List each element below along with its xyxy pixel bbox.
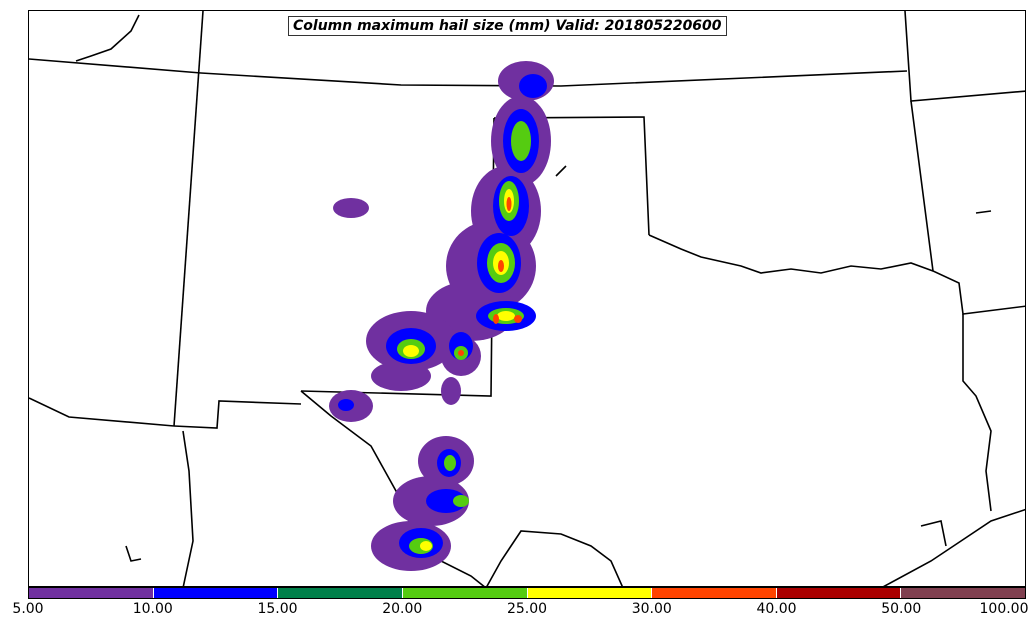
boundary-red-river <box>648 234 934 274</box>
map-panel <box>28 10 1026 587</box>
colorbar-segment <box>153 588 279 598</box>
hail-band-30mm <box>458 197 522 356</box>
coast-detail-4 <box>125 545 142 562</box>
map-title: Column maximum hail size (mm) Valid: 201… <box>288 16 727 36</box>
colorbar-segment <box>901 588 1025 598</box>
boundary-mexico <box>182 430 194 586</box>
boundary-arkansas <box>910 100 1025 315</box>
colorbar-segment <box>278 588 403 598</box>
colorbar-tick-label: 5.00 <box>12 601 44 617</box>
colorbar-tick-label: 50.00 <box>881 601 922 617</box>
colorbar-tick-label: 10.00 <box>132 601 173 617</box>
boundary-arizona <box>29 397 175 427</box>
colorbar-segment <box>652 588 777 598</box>
colorbar-segment <box>776 588 902 598</box>
map-canvas <box>29 11 1025 586</box>
colorbar <box>28 587 1026 599</box>
colorbar-tick-label: 15.00 <box>257 601 298 617</box>
boundary-kansas-nebraska <box>29 58 908 87</box>
colorbar-segment <box>527 588 653 598</box>
colorbar-tick-label: 25.00 <box>506 601 548 617</box>
boundary-texas-louisiana <box>962 314 992 512</box>
colorbar-segment <box>402 588 528 598</box>
boundary-rio-grande <box>486 530 623 586</box>
boundary-kansas-missouri <box>904 11 1025 102</box>
boundary-colorado-west <box>173 11 204 427</box>
coast-detail-5 <box>920 520 947 547</box>
colorbar-tick-label: 40.00 <box>756 601 797 617</box>
colorbar-tick-label: 100.00 <box>979 601 1029 617</box>
boundary-gulf-coast <box>883 508 1025 586</box>
state-boundaries <box>29 11 1025 586</box>
colorbar-tick-label: 30.00 <box>631 601 672 617</box>
coast-detail-1 <box>75 14 140 62</box>
colorbar-segment <box>29 588 154 598</box>
colorbar-labels: 5.00 10.00 15.00 20.00 25.00 30.00 40.00 50.00 1… <box>0 601 1036 621</box>
boundary-nm-south <box>173 400 302 429</box>
coast-detail-3 <box>975 210 992 214</box>
hail-band-25mm <box>403 189 515 551</box>
colorbar-tick-label: 20.00 <box>382 601 423 617</box>
hail-swath <box>329 61 554 571</box>
coast-detail-2 <box>555 165 567 177</box>
